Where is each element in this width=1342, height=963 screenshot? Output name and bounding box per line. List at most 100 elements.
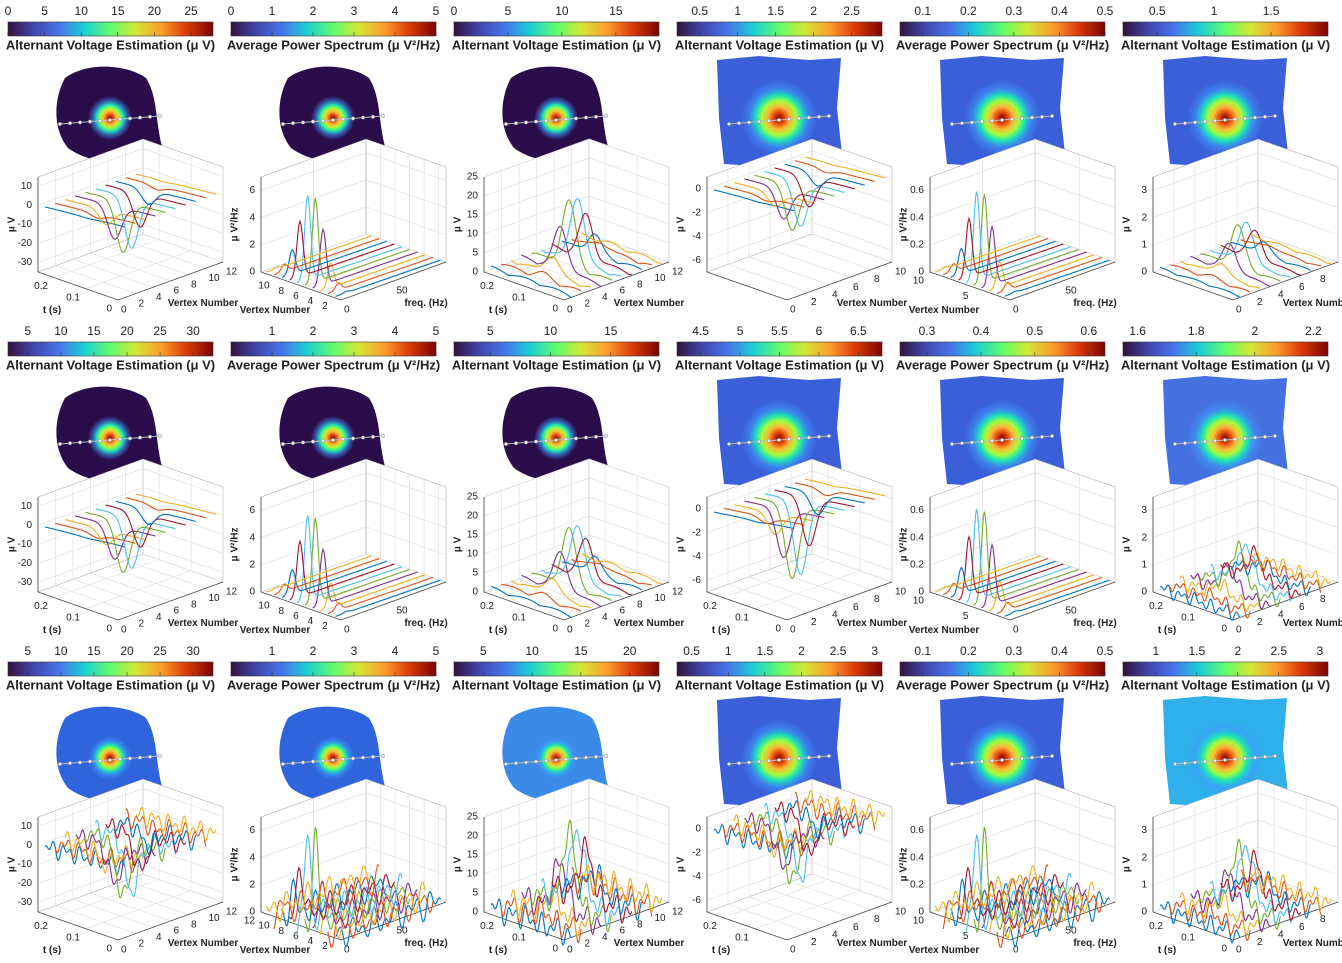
y-tick-label: 6 — [174, 286, 180, 297]
x-tick-label: 0 — [106, 944, 112, 955]
waterfall-curve — [319, 881, 426, 939]
grid-line — [313, 478, 394, 602]
electrode — [787, 117, 792, 122]
x-axis-label: t (s) — [1158, 625, 1176, 636]
electrode — [747, 120, 752, 125]
map-hotspot — [88, 96, 132, 140]
colorbar-tick-label: 1 — [269, 324, 276, 338]
colorbar-label: Average Power Spectrum (μ V²/Hz) — [227, 677, 440, 692]
colorbar-tick-label: 2.5 — [843, 4, 860, 18]
electrode — [1262, 754, 1267, 759]
electrode — [1049, 754, 1054, 759]
waterfall-curve — [65, 199, 146, 226]
waterfall-curve — [288, 866, 395, 920]
grid-line — [107, 791, 189, 915]
grid-line — [107, 471, 189, 595]
x-tick-label: 6 — [293, 931, 299, 942]
electrode — [281, 442, 286, 447]
y-tick-label: 4 — [832, 929, 838, 940]
x-tick-label: 0.1 — [512, 612, 526, 623]
x-tick-label: 0 — [106, 304, 112, 315]
z-tick-label: -30 — [18, 897, 33, 908]
colorbar-label: Alternant Voltage Estimation (μ V) — [1121, 357, 1330, 372]
x-tick-label: 0.1 — [66, 612, 80, 623]
electrode — [757, 759, 762, 764]
x-axis-label: t (s) — [489, 945, 507, 956]
electrode — [1202, 119, 1207, 124]
waterfall-curve — [273, 863, 380, 930]
electrode — [817, 754, 822, 759]
electrode — [1182, 761, 1187, 766]
waterfall-curve — [95, 508, 176, 569]
colorbar-tick-label: 2 — [310, 4, 317, 18]
colorbar-tick-label: 30 — [186, 644, 200, 658]
plot-wall — [1034, 458, 1116, 583]
x-tick-label: 2 — [322, 621, 328, 632]
grid-line — [260, 779, 367, 913]
electrode — [1010, 757, 1015, 762]
z-tick-label: 6 — [249, 825, 255, 836]
y-tick-label: 2 — [811, 937, 817, 948]
grid-line — [333, 804, 440, 938]
electrode — [504, 442, 509, 447]
y-tick-label: 2 — [811, 617, 817, 628]
colorbar — [899, 21, 1106, 37]
colorbar-tick-label: 5 — [433, 324, 440, 338]
electrode — [504, 762, 509, 767]
colorbar-tick-label: 1 — [269, 644, 276, 658]
electrode — [1192, 120, 1197, 125]
electrode — [1020, 116, 1025, 121]
electrode — [1029, 755, 1034, 760]
waterfall-curve — [935, 555, 1041, 593]
colorbar-tick-label: 1 — [734, 4, 741, 18]
y-tick-label: 0 — [1013, 625, 1019, 636]
grid-line — [748, 801, 830, 926]
electrode — [594, 114, 599, 119]
z-tick-label: 0 — [695, 824, 701, 835]
colorbar-tick-label: 3 — [351, 4, 358, 18]
colorbar-label: Average Power Spectrum (μ V²/Hz) — [896, 677, 1109, 692]
electrode — [97, 758, 102, 763]
y-tick-label: 0 — [1236, 625, 1242, 636]
waterfall-curve — [289, 219, 395, 281]
waterfall-curve — [44, 526, 126, 548]
y-tick-label: 2 — [811, 297, 817, 308]
waterfall-curve — [996, 576, 1103, 615]
electrode — [1242, 116, 1247, 121]
y-tick-label: 8 — [1320, 594, 1326, 605]
waterfall-curve — [312, 227, 418, 289]
z-tick-label: 1 — [1141, 879, 1147, 890]
electrode — [1212, 118, 1217, 123]
z-tick-label: -30 — [18, 577, 33, 588]
z-tick-label: -2 — [692, 847, 701, 858]
electrode — [127, 436, 132, 441]
grid-line — [982, 798, 1063, 922]
electrode — [747, 440, 752, 445]
electrode — [797, 436, 802, 441]
y-axis-label: Vertex Number — [614, 618, 685, 629]
electrode — [157, 754, 162, 759]
y-tick-label: 50 — [397, 926, 409, 937]
waterfall-curve — [935, 235, 1041, 273]
z-tick-label: 10 — [21, 181, 33, 192]
colorbar — [453, 341, 660, 357]
electrode — [960, 441, 965, 446]
electrode — [980, 439, 985, 444]
electrode — [351, 116, 356, 121]
map-hotspot — [1187, 720, 1263, 796]
electrode — [777, 758, 782, 763]
colorbar-tick-label: 5.5 — [771, 324, 788, 338]
y-axis-label: Vertex Number — [168, 938, 239, 949]
electrode — [980, 759, 985, 764]
waterfall-curve — [1250, 550, 1332, 588]
z-axis-label: μ V²/Hz — [230, 848, 241, 882]
x-tick-label: 8 — [279, 286, 285, 297]
z-tick-label: 20 — [467, 511, 479, 522]
x-axis-label: t (s) — [1158, 945, 1176, 956]
electrode — [727, 762, 732, 767]
y-tick-label: 6 — [620, 926, 626, 937]
z-axis-label: μ V — [453, 216, 464, 232]
waterfall-curve — [1210, 844, 1292, 924]
electrode — [514, 121, 519, 126]
